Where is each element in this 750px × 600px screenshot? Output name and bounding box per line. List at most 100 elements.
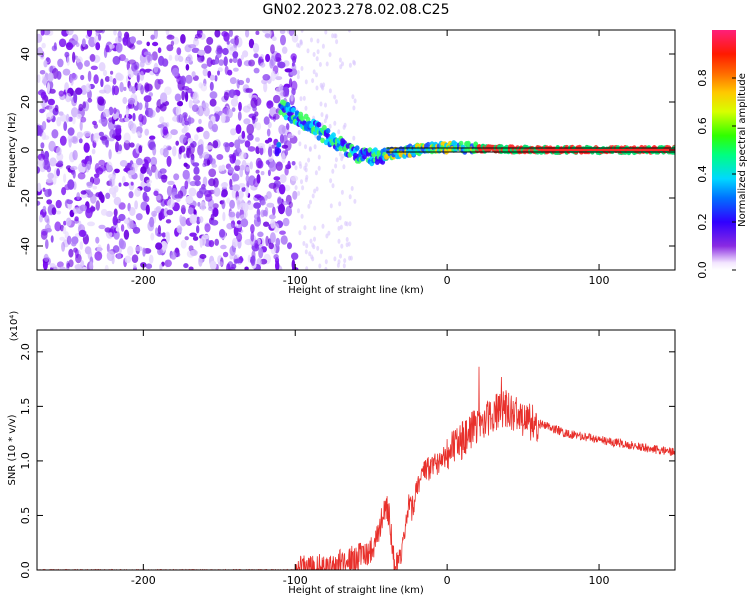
noise-speckle: [275, 52, 282, 62]
noise-speckle: [254, 239, 259, 249]
noise-speckle: [191, 47, 200, 53]
noise-speckle: [90, 205, 94, 214]
noise-speckle: [41, 120, 47, 131]
noise-speckle: [186, 117, 195, 124]
noise-speckle: [157, 225, 161, 235]
noise-speckle: [148, 254, 154, 264]
noise-speckle: [106, 161, 113, 173]
noise-speckle: [149, 135, 156, 140]
noise-speckle: [131, 254, 139, 263]
noise-speckle: [89, 261, 94, 270]
noise-speckle: [268, 242, 275, 250]
noise-speckle: [273, 253, 279, 260]
noise-speckle: [198, 256, 203, 267]
noise-speckle: [123, 218, 129, 224]
noise-speckle: [148, 107, 154, 119]
noise-speckle: [68, 248, 74, 258]
noise-speckle: [165, 231, 170, 238]
noise-speckle: [348, 255, 352, 261]
noise-speckle: [145, 204, 150, 215]
noise-speckle: [253, 202, 261, 209]
noise-speckle: [90, 65, 98, 71]
noise-speckle: [318, 62, 322, 67]
noise-speckle: [231, 173, 240, 182]
noise-speckle: [298, 161, 302, 167]
noise-speckle: [147, 183, 151, 188]
noise-speckle: [157, 78, 164, 85]
noise-speckle: [211, 207, 219, 217]
noise-speckle: [61, 241, 66, 252]
noise-speckle: [114, 124, 122, 129]
noise-speckle: [78, 103, 84, 112]
noise-speckle: [282, 200, 290, 206]
noise-speckle: [146, 41, 150, 47]
noise-speckle: [270, 70, 276, 82]
noise-speckle: [237, 111, 242, 121]
noise-speckle: [228, 30, 233, 37]
noise-speckle: [282, 217, 290, 227]
noise-speckle: [192, 236, 199, 241]
noise-speckle: [161, 232, 166, 238]
noise-speckle: [76, 56, 83, 64]
noise-speckle: [74, 216, 79, 222]
noise-speckle: [79, 120, 83, 131]
noise-speckle: [183, 153, 187, 159]
noise-speckle: [268, 182, 277, 189]
noise-speckle: [222, 47, 229, 56]
noise-speckle: [209, 81, 214, 91]
noise-speckle: [238, 151, 247, 160]
noise-speckle: [352, 105, 356, 111]
noise-speckle: [337, 259, 341, 265]
noise-speckle: [222, 211, 226, 222]
noise-speckle: [273, 176, 281, 181]
noise-speckle: [46, 112, 54, 120]
noise-speckle: [98, 89, 107, 94]
noise-speckle: [102, 69, 108, 77]
noise-speckle: [49, 88, 56, 94]
noise-speckle: [187, 87, 193, 94]
noise-speckle: [263, 82, 268, 93]
noise-speckle: [208, 168, 217, 178]
noise-speckle: [271, 36, 277, 41]
noise-speckle: [277, 61, 286, 69]
noise-speckle: [258, 247, 264, 259]
noise-speckle: [87, 189, 92, 194]
noise-speckle: [123, 86, 127, 91]
noise-speckle: [211, 123, 218, 133]
noise-speckle: [108, 232, 113, 237]
noise-speckle: [316, 38, 320, 44]
noise-speckle: [86, 30, 93, 37]
noise-speckle: [238, 183, 246, 188]
noise-speckle: [153, 190, 159, 197]
noise-speckle: [257, 231, 264, 238]
noise-speckle: [296, 74, 300, 80]
noise-speckle: [162, 126, 169, 136]
noise-speckle: [345, 237, 349, 242]
noise-speckle: [124, 117, 130, 122]
noise-speckle: [76, 192, 81, 201]
noise-speckle: [338, 215, 342, 221]
noise-speckle: [87, 70, 92, 82]
noise-speckle: [206, 36, 214, 45]
noise-speckle: [337, 225, 341, 231]
noise-speckle: [232, 184, 241, 192]
noise-speckle: [180, 75, 186, 86]
noise-speckle: [218, 59, 224, 66]
noise-speckle: [233, 67, 239, 72]
noise-speckle: [187, 137, 194, 143]
snr-series: [37, 366, 675, 570]
noise-speckle: [67, 127, 75, 136]
noise-speckle: [165, 30, 170, 36]
noise-speckle: [338, 151, 342, 157]
noise-speckle: [242, 105, 251, 113]
noise-speckle: [303, 225, 307, 231]
noise-speckle: [113, 107, 117, 114]
noise-speckle: [47, 72, 54, 82]
noise-speckle: [334, 99, 338, 105]
noise-speckle: [108, 44, 115, 49]
noise-speckle: [317, 154, 321, 160]
noise-speckle: [260, 171, 265, 176]
noise-speckle: [287, 160, 291, 170]
